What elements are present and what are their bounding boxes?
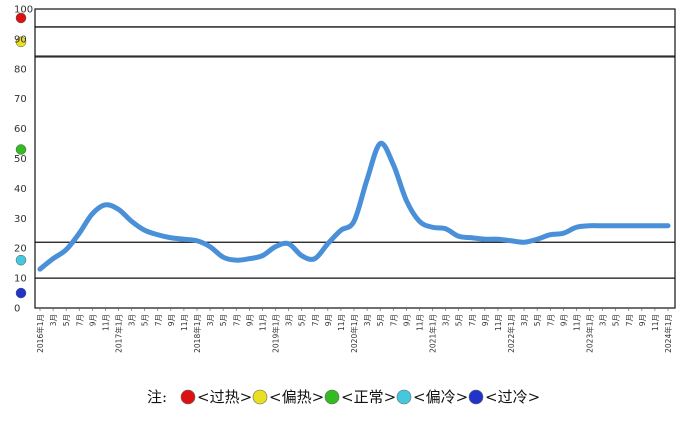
x-tick-label: 2020年1月 <box>349 314 359 353</box>
x-tick-label: 11月 <box>572 314 581 331</box>
plot-frame <box>34 8 676 309</box>
x-tick-label: 5月 <box>141 314 150 326</box>
legend-label-1: <偏热> <box>269 388 324 406</box>
x-tick-label: 3月 <box>285 314 294 326</box>
y-tick-label: 30 <box>14 214 27 225</box>
x-tick-label: 2021年1月 <box>428 314 438 353</box>
y-tick-label: 100 <box>14 5 33 16</box>
x-tick-label: 9月 <box>245 314 254 326</box>
x-tick-label: 5月 <box>376 314 385 326</box>
x-tick-label: 9月 <box>324 314 333 326</box>
x-tick-label: 9月 <box>559 314 568 326</box>
legend-marker-4 <box>468 389 484 405</box>
x-tick-label: 7月 <box>468 314 477 326</box>
x-tick-label: 2018年1月 <box>192 314 202 353</box>
x-tick-label: 5月 <box>298 314 307 326</box>
x-tick-label: 7月 <box>546 314 555 326</box>
x-tick-label: 5月 <box>62 314 71 326</box>
legend-note-label: 注: <box>147 388 167 406</box>
x-tick-label: 2019年1月 <box>271 314 281 353</box>
band-marker-3 <box>15 36 27 48</box>
x-tick-label: 9月 <box>481 314 490 326</box>
x-tick-label: 11月 <box>415 314 424 331</box>
x-tick-label: 11月 <box>101 314 110 331</box>
y-tick-label: 0 <box>14 304 20 315</box>
x-tick-label: 11月 <box>180 314 189 331</box>
x-tick-label: 11月 <box>651 314 660 331</box>
x-tick-label: 5月 <box>533 314 542 326</box>
legend-label-3: <偏冷> <box>413 388 468 406</box>
x-tick-label: 2024年1月 <box>663 314 673 353</box>
y-tick-label: 70 <box>14 94 27 105</box>
x-tick-label: 5月 <box>219 314 228 326</box>
x-tick-label: 2023年1月 <box>585 314 595 353</box>
x-tick-label: 3月 <box>520 314 529 326</box>
x-tick-label: 9月 <box>167 314 176 326</box>
x-tick-label: 11月 <box>337 314 346 331</box>
y-tick-label: 40 <box>14 184 27 195</box>
legend-marker-0 <box>180 389 196 405</box>
legend-label-0: <过热> <box>197 388 252 406</box>
x-tick-label: 2022年1月 <box>506 314 516 353</box>
x-tick-label: 7月 <box>232 314 241 326</box>
x-tick-label: 5月 <box>612 314 621 326</box>
legend-marker-3 <box>396 389 412 405</box>
y-tick-label: 50 <box>14 154 27 165</box>
x-tick-label: 3月 <box>206 314 215 326</box>
x-tick-label: 9月 <box>402 314 411 326</box>
x-tick-label: 3月 <box>363 314 372 326</box>
x-tick-label: 7月 <box>311 314 320 326</box>
x-tick-label: 2017年1月 <box>114 314 124 353</box>
legend-label-4: <过冷> <box>485 388 540 406</box>
x-tick-label: 9月 <box>88 314 97 326</box>
legend-label-2: <正常> <box>341 388 396 406</box>
x-tick-label: 3月 <box>599 314 608 326</box>
x-tick-label: 3月 <box>128 314 137 326</box>
x-tick-label: 7月 <box>389 314 398 326</box>
x-tick-label: 7月 <box>75 314 84 326</box>
y-tick-label: 20 <box>14 244 27 255</box>
x-tick-label: 2016年1月 <box>35 314 45 353</box>
legend: 注: <过热> <偏热> <正常> <偏冷> <过冷> <box>147 388 540 406</box>
x-tick-label: 7月 <box>154 314 163 326</box>
y-tick-label: 80 <box>14 64 27 75</box>
x-tick-label: 7月 <box>625 314 634 326</box>
legend-marker-2 <box>324 389 340 405</box>
x-tick-label: 3月 <box>49 314 58 326</box>
y-tick-label: 90 <box>14 34 27 45</box>
x-tick-label: 3月 <box>442 314 451 326</box>
legend-marker-1 <box>252 389 268 405</box>
x-tick-label: 5月 <box>455 314 464 326</box>
series-line-0 <box>37 140 671 272</box>
band-marker-0 <box>15 287 27 299</box>
y-tick-label: 10 <box>14 274 27 285</box>
band-marker-4 <box>15 12 27 24</box>
y-tick-label: 60 <box>14 124 27 135</box>
x-tick-label: 11月 <box>494 314 503 331</box>
x-tick-label: 9月 <box>638 314 647 326</box>
band-marker-2 <box>15 144 27 155</box>
band-marker-1 <box>15 254 27 266</box>
x-tick-label: 11月 <box>258 314 267 331</box>
plot-area: 0 10 20 30 40 50 60 70 80 90 100 2016年1月 3月 5月 7月 9月 11月… <box>14 5 676 353</box>
